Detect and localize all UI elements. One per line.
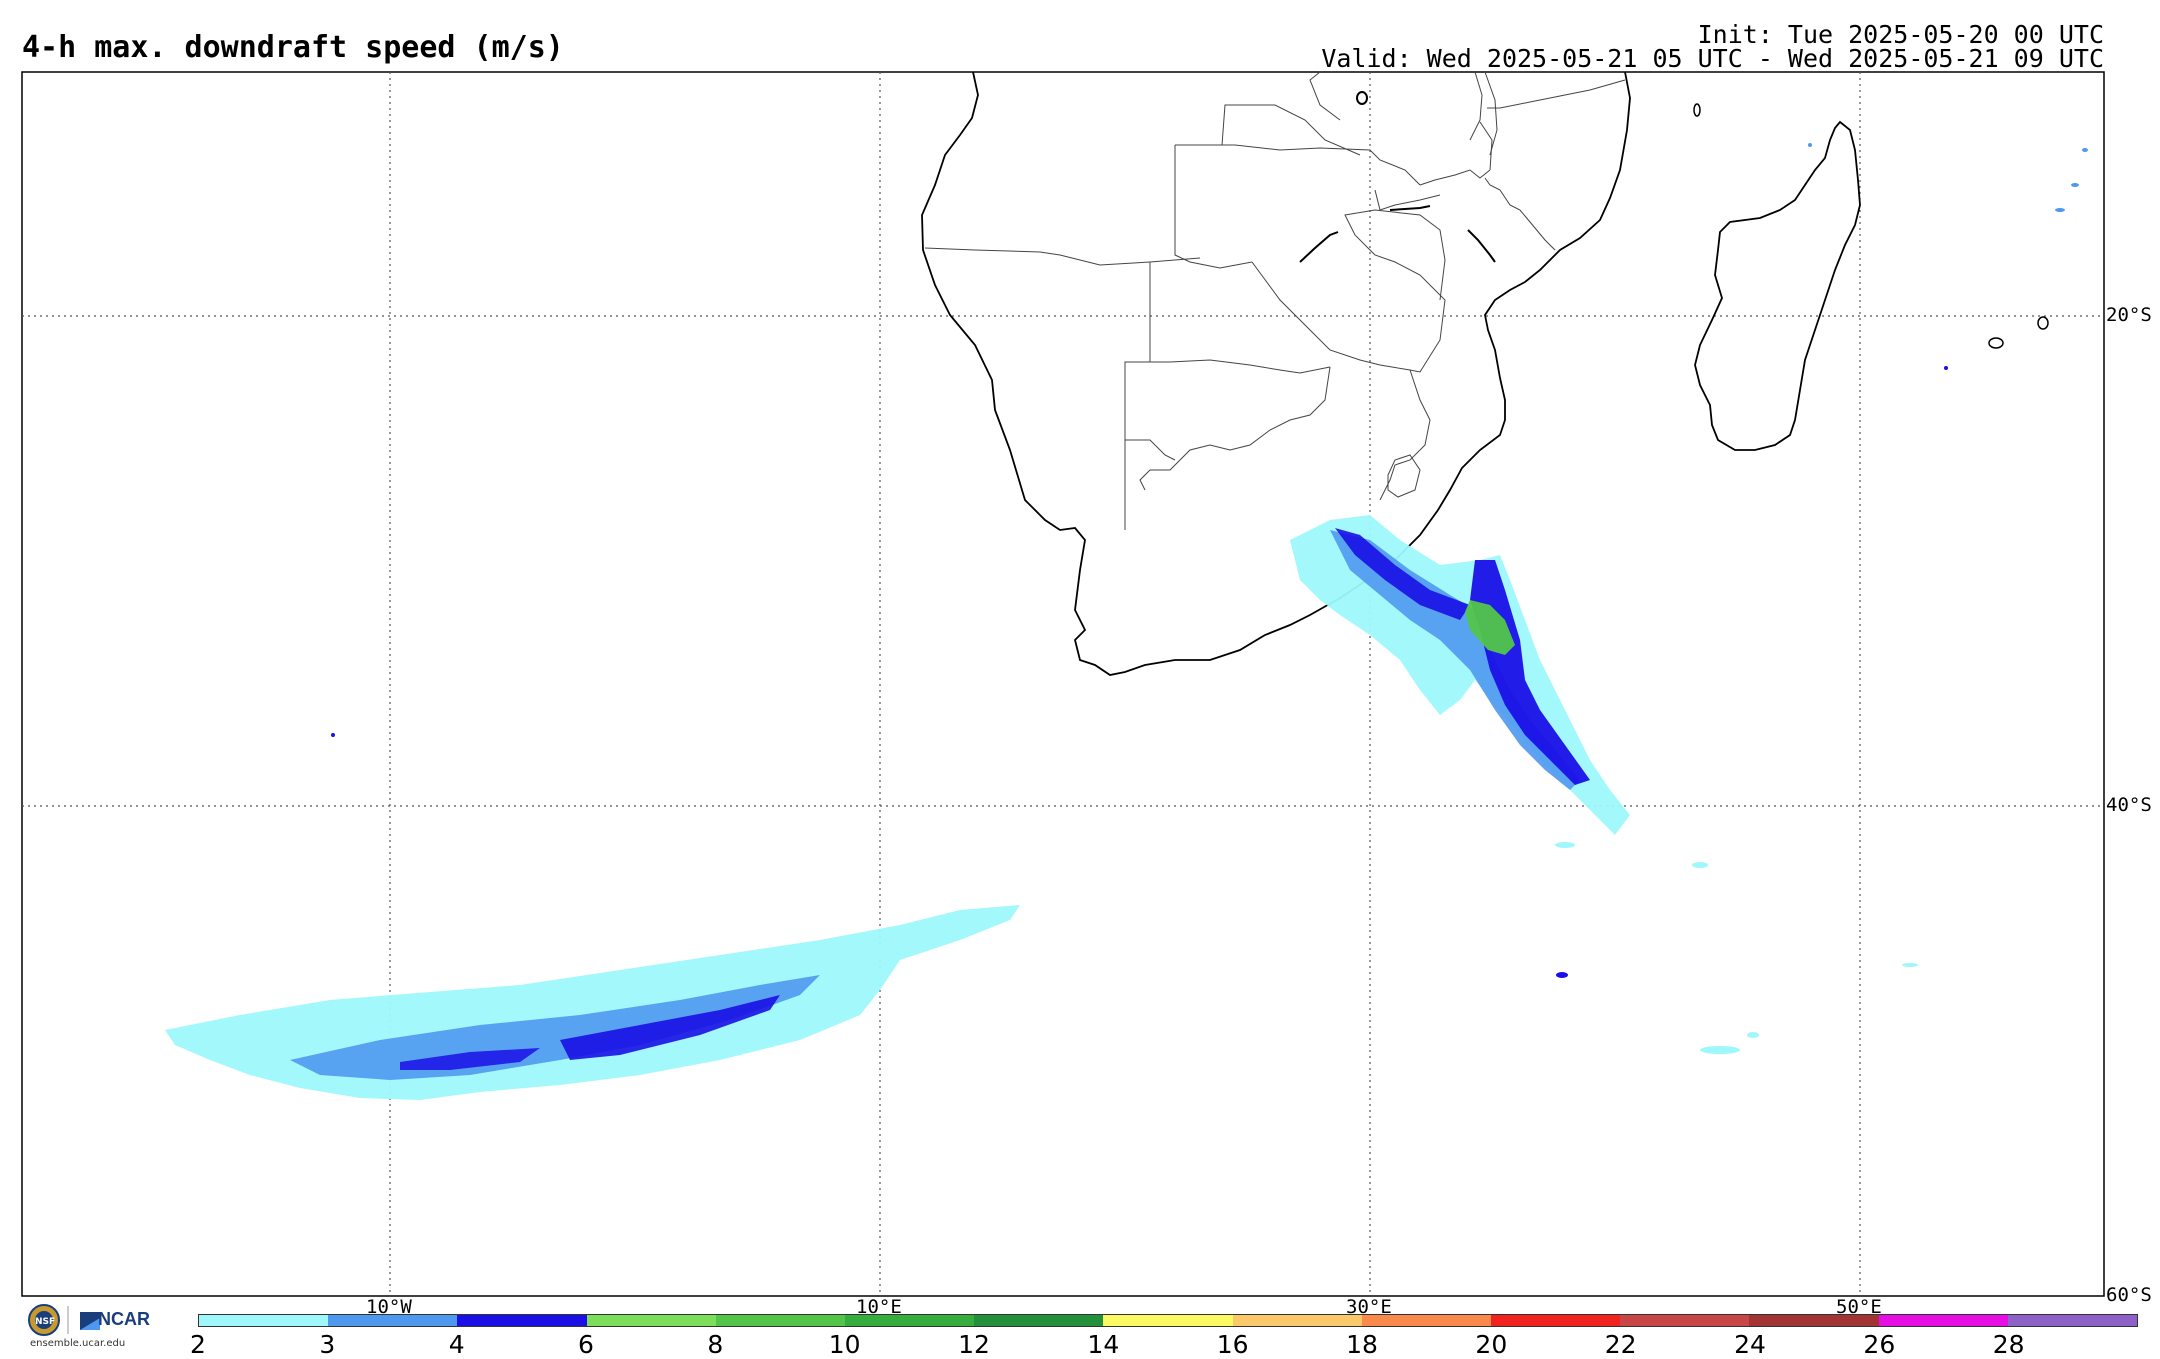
colorbar-tick-label: 22: [1604, 1330, 1637, 1359]
colorbar-tick-label: 20: [1475, 1330, 1508, 1359]
map-frame: [21, 71, 2105, 1297]
colorbar-segment: [845, 1315, 975, 1326]
nsf-ncar-logo: NSF: [28, 1304, 100, 1336]
colorbar-segment: [2007, 1315, 2138, 1326]
colorbar-tick-label: 26: [1863, 1330, 1896, 1359]
colorbar-segment: [199, 1315, 329, 1326]
colorbar-segment: [1749, 1315, 1879, 1326]
colorbar-tick-label: 28: [1992, 1330, 2025, 1359]
valid-time: Valid: Wed 2025-05-21 05 UTC - Wed 2025-…: [1321, 44, 2104, 73]
downdraft-small-dark-cells: [331, 366, 1948, 978]
colorbar-tick-label: 24: [1734, 1330, 1766, 1359]
downdraft-madagascar-cells: [1808, 143, 2088, 212]
colorbar-tick-label: 8: [707, 1330, 724, 1359]
colorbar-tick-label: 3: [319, 1330, 336, 1359]
colorbar-segment: [457, 1315, 587, 1326]
graticule: [22, 72, 2104, 1296]
colorbar-segment: [1878, 1315, 2008, 1326]
colorbar-segment: [1103, 1315, 1233, 1326]
lon-label-10e: 10°E: [856, 1296, 902, 1318]
colorbar-tick-label: 16: [1216, 1330, 1249, 1359]
islands: [1693, 103, 2049, 349]
colorbar-segment: [328, 1315, 458, 1326]
madagascar-coastline: [1694, 120, 1861, 451]
colorbar-tick-label: 2: [190, 1330, 206, 1359]
lon-label-50e: 50°E: [1836, 1296, 1882, 1318]
lat-label-40s: 40°S: [2106, 794, 2152, 816]
colorbar-segment: [1620, 1315, 1750, 1326]
colorbar-segment: [586, 1315, 716, 1326]
colorbar-tick-label: 10: [828, 1330, 861, 1359]
lat-label-20s: 20°S: [2106, 304, 2152, 326]
colorbar-segment: [1491, 1315, 1621, 1326]
init-time: Init: Tue 2025-05-20 00 UTC: [1697, 20, 2104, 49]
lakes: [1299, 91, 1496, 263]
colorbar-tick-label: 12: [958, 1330, 990, 1359]
map-title: 4-h max. downdraft speed (m/s): [22, 30, 564, 65]
colorbar-tick-label: 14: [1087, 1330, 1120, 1359]
colorbar-segment: [974, 1315, 1104, 1326]
colorbar: [198, 1314, 2138, 1327]
lon-label-10w: 10°W: [366, 1296, 412, 1318]
ncar-wordmark: NCAR: [98, 1309, 150, 1329]
logo-url: ensemble.ucar.edu: [30, 1338, 126, 1349]
colorbar-segment: [715, 1315, 846, 1326]
colorbar-tick-label: 4: [448, 1330, 465, 1359]
colorbar-segment: [1232, 1315, 1362, 1326]
colorbar-tick-label: 6: [578, 1330, 594, 1359]
lat-label-60s: 60°S: [2106, 1284, 2152, 1306]
colorbar-segment: [1361, 1315, 1492, 1326]
downdraft-scattered-cells: [1555, 842, 1918, 1054]
downdraft-region-atlantic: [165, 905, 1020, 1100]
downdraft-region-agulhas: [1290, 515, 1630, 835]
colorbar-tick-label: 18: [1346, 1330, 1378, 1359]
svg-text:NSF: NSF: [35, 1317, 55, 1327]
country-borders: [924, 71, 1626, 530]
lon-label-30e: 30°E: [1346, 1296, 1392, 1318]
africa-coastline: [921, 71, 1631, 676]
